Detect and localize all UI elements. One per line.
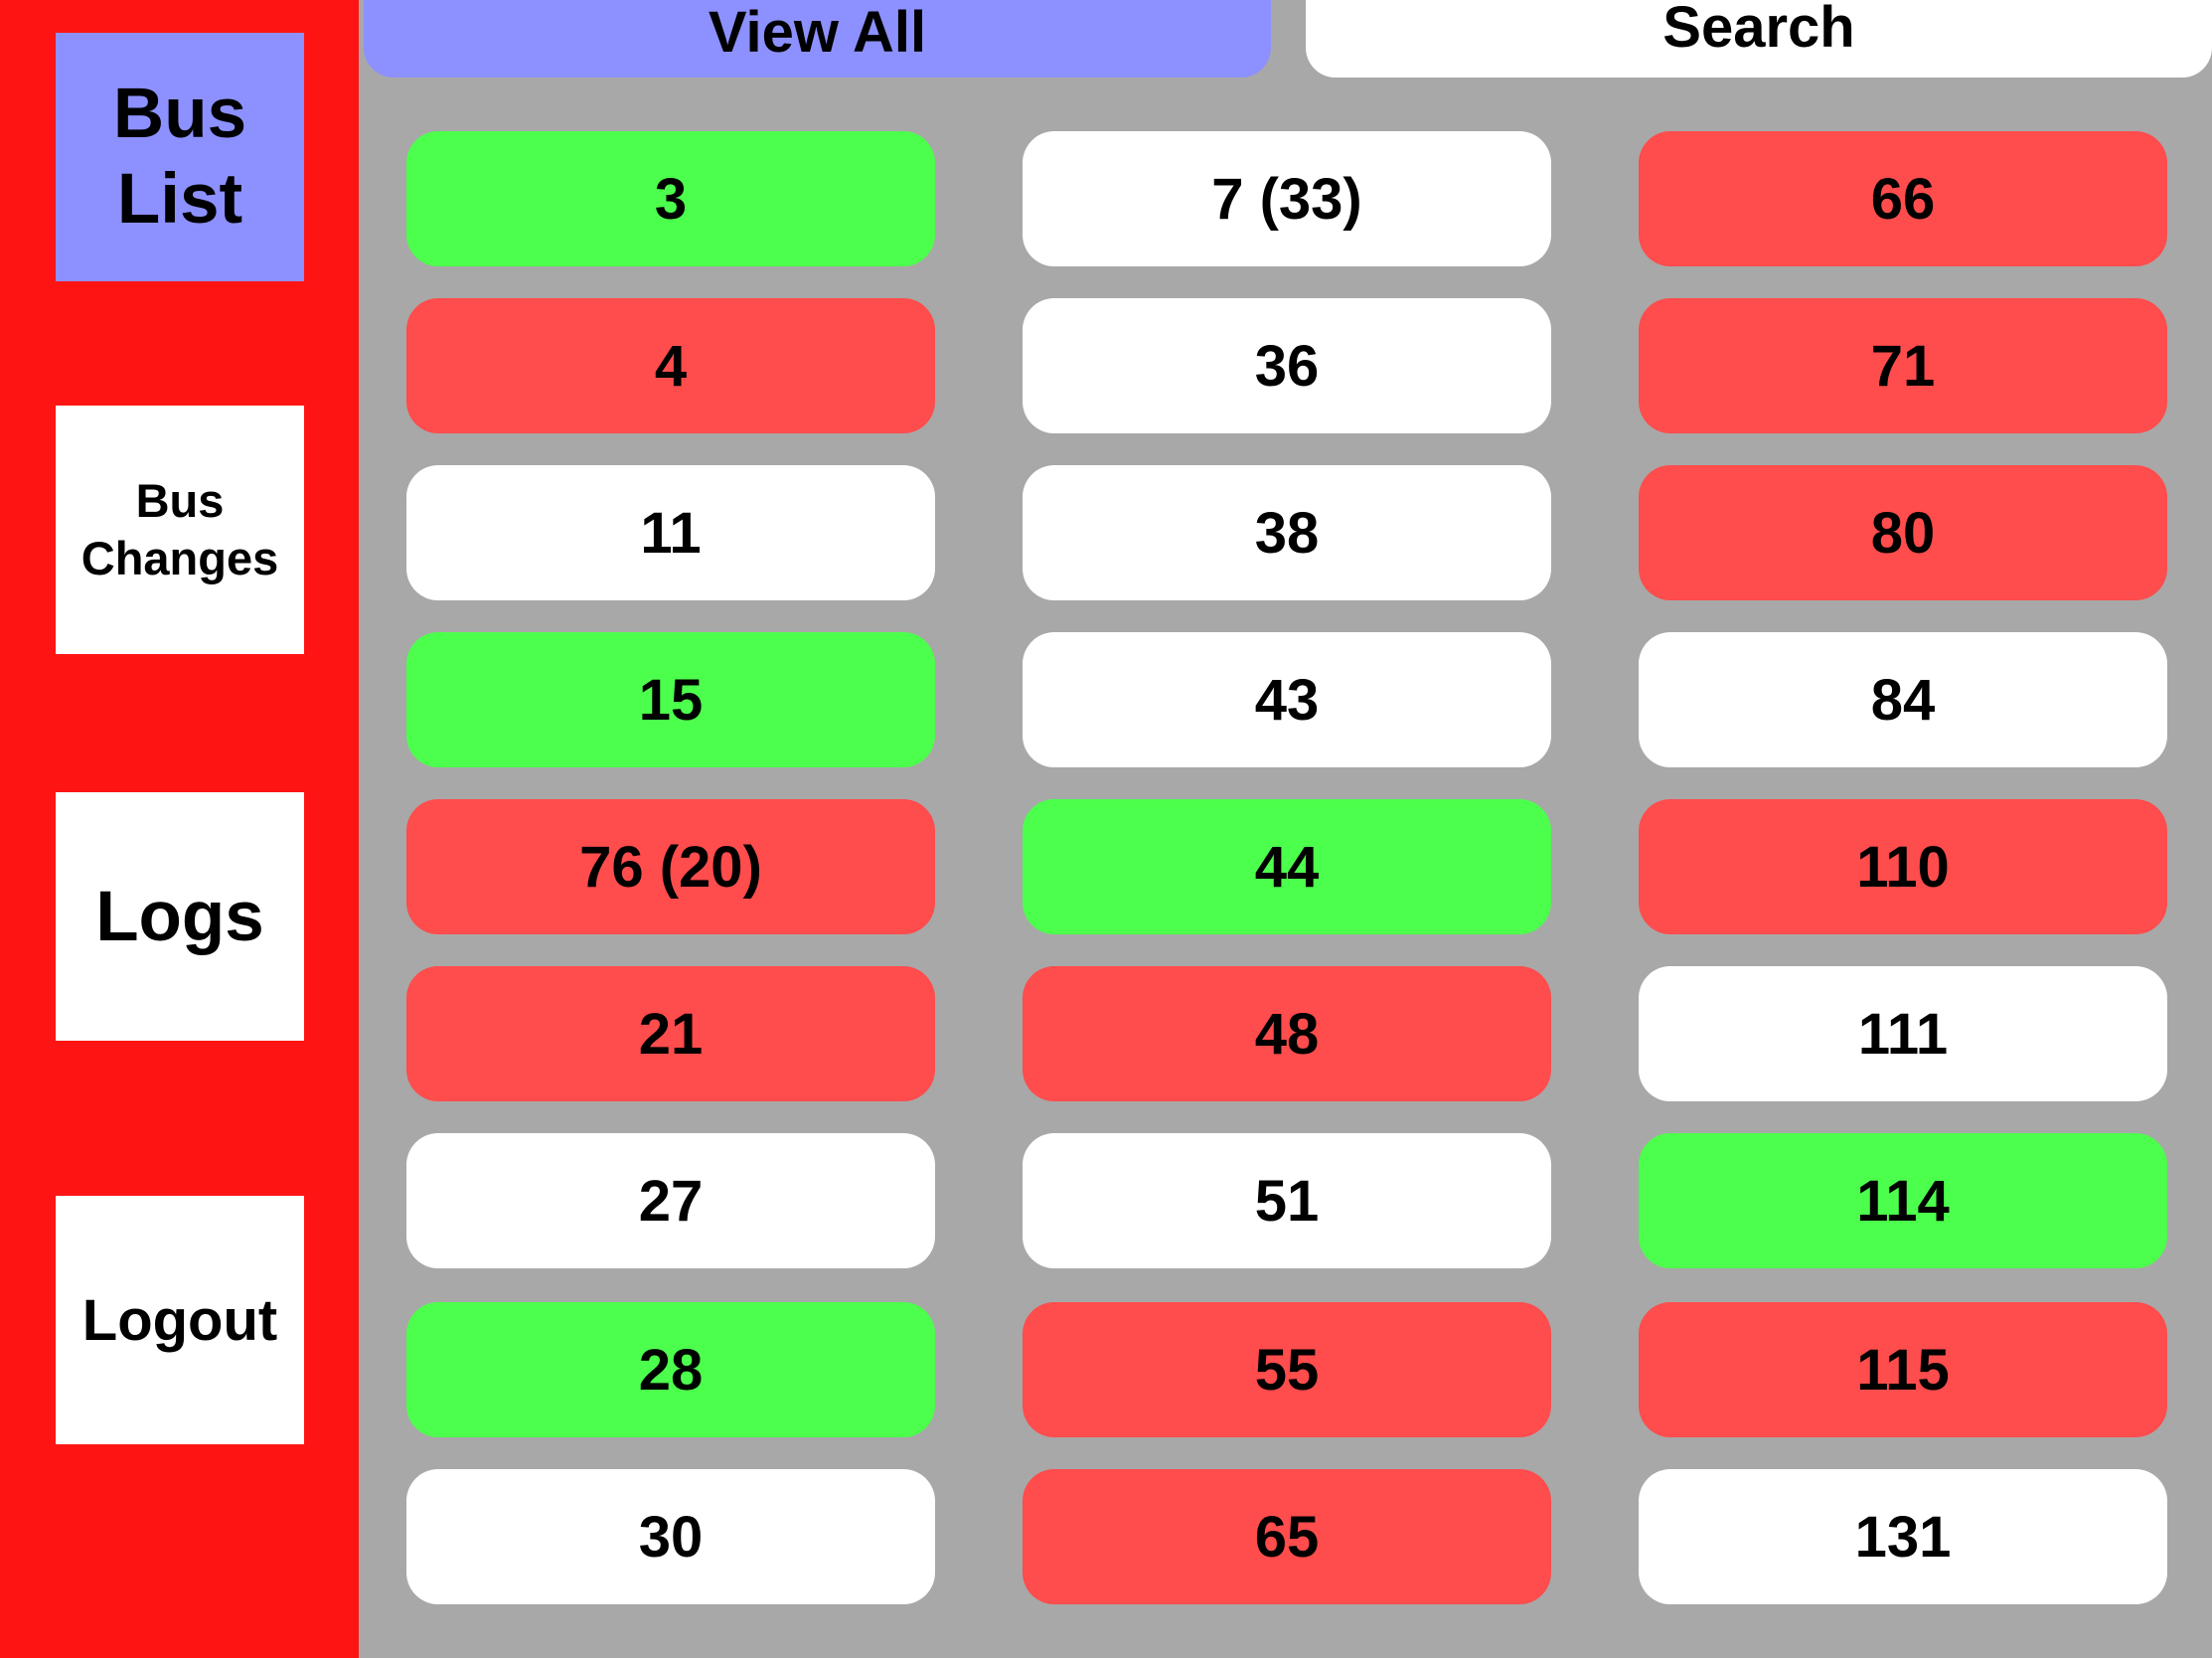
bus-route-label: 55 — [1254, 1337, 1320, 1403]
bus-route-button[interactable]: 80 — [1639, 465, 2167, 600]
bus-route-button[interactable]: 43 — [1023, 632, 1551, 767]
bus-route-button[interactable]: 4 — [406, 298, 935, 433]
bus-route-button[interactable]: 38 — [1023, 465, 1551, 600]
bus-route-label: 48 — [1254, 1001, 1320, 1067]
bus-route-label: 36 — [1254, 333, 1320, 399]
bus-route-label: 71 — [1870, 333, 1936, 399]
bus-route-label: 76 (20) — [579, 834, 762, 900]
nav-logs-label: Logs — [95, 877, 264, 956]
bus-route-button[interactable]: 71 — [1639, 298, 2167, 433]
bus-route-label: 66 — [1870, 166, 1936, 232]
bus-route-button[interactable]: 115 — [1639, 1302, 2167, 1437]
bus-route-button[interactable]: 76 (20) — [406, 799, 935, 934]
bus-route-button[interactable]: 110 — [1639, 799, 2167, 934]
bus-route-label: 65 — [1254, 1504, 1320, 1570]
bus-route-button[interactable]: 114 — [1639, 1133, 2167, 1268]
tab-view-all-label: View All — [708, 0, 927, 65]
nav-bus-list-label: Bus List — [112, 75, 247, 239]
bus-list-panel: View All Search 3 4 11 15 76 (20) 21 27 28 30 7 (… — [359, 0, 2212, 1658]
nav-logs-button[interactable]: Logs — [56, 792, 304, 1041]
tab-search[interactable]: Search — [1306, 0, 2212, 78]
bus-route-button[interactable]: 28 — [406, 1302, 935, 1437]
bus-route-button[interactable]: 15 — [406, 632, 935, 767]
bus-route-label: 21 — [638, 1001, 704, 1067]
nav-logout-button[interactable]: Logout — [56, 1196, 304, 1444]
bus-route-button[interactable]: 27 — [406, 1133, 935, 1268]
bus-route-button[interactable]: 131 — [1639, 1469, 2167, 1604]
bus-route-button[interactable]: 66 — [1639, 131, 2167, 266]
bus-route-label: 30 — [638, 1504, 704, 1570]
bus-route-label: 38 — [1254, 500, 1320, 566]
bus-route-button[interactable]: 84 — [1639, 632, 2167, 767]
bus-route-button[interactable]: 3 — [406, 131, 935, 266]
bus-route-label: 44 — [1254, 834, 1320, 900]
nav-bus-changes-label: Bus Changes — [80, 474, 279, 584]
sidebar: Bus List Bus Changes Logs Logout — [0, 0, 359, 1658]
bus-route-label: 80 — [1870, 500, 1936, 566]
bus-route-button[interactable]: 111 — [1639, 966, 2167, 1101]
bus-route-label: 27 — [638, 1168, 704, 1234]
bus-route-button[interactable]: 51 — [1023, 1133, 1551, 1268]
bus-route-label: 51 — [1254, 1168, 1320, 1234]
bus-route-label: 7 (33) — [1211, 166, 1362, 232]
bus-route-button[interactable]: 36 — [1023, 298, 1551, 433]
bus-route-label: 11 — [640, 500, 702, 566]
bus-route-label: 115 — [1856, 1337, 1950, 1403]
bus-route-label: 110 — [1856, 834, 1950, 900]
bus-route-label: 43 — [1254, 667, 1320, 733]
bus-route-label: 114 — [1856, 1168, 1950, 1234]
bus-route-button[interactable]: 21 — [406, 966, 935, 1101]
bus-route-button[interactable]: 7 (33) — [1023, 131, 1551, 266]
bus-route-button[interactable]: 65 — [1023, 1469, 1551, 1604]
bus-route-button[interactable]: 55 — [1023, 1302, 1551, 1437]
bus-route-button[interactable]: 11 — [406, 465, 935, 600]
nav-bus-list-button[interactable]: Bus List — [56, 33, 304, 281]
bus-route-label: 84 — [1870, 667, 1936, 733]
nav-logout-label: Logout — [81, 1287, 278, 1353]
bus-route-label: 4 — [654, 333, 688, 399]
bus-route-button[interactable]: 48 — [1023, 966, 1551, 1101]
bus-route-label: 15 — [638, 667, 704, 733]
nav-bus-changes-button[interactable]: Bus Changes — [56, 406, 304, 654]
bus-route-label: 28 — [638, 1337, 704, 1403]
bus-route-button[interactable]: 30 — [406, 1469, 935, 1604]
bus-route-label: 3 — [654, 166, 688, 232]
bus-route-label: 111 — [1857, 1001, 1949, 1067]
bus-route-button[interactable]: 44 — [1023, 799, 1551, 934]
tab-search-label: Search — [1662, 0, 1855, 60]
bus-route-label: 131 — [1854, 1504, 1952, 1570]
tab-view-all[interactable]: View All — [364, 0, 1271, 78]
